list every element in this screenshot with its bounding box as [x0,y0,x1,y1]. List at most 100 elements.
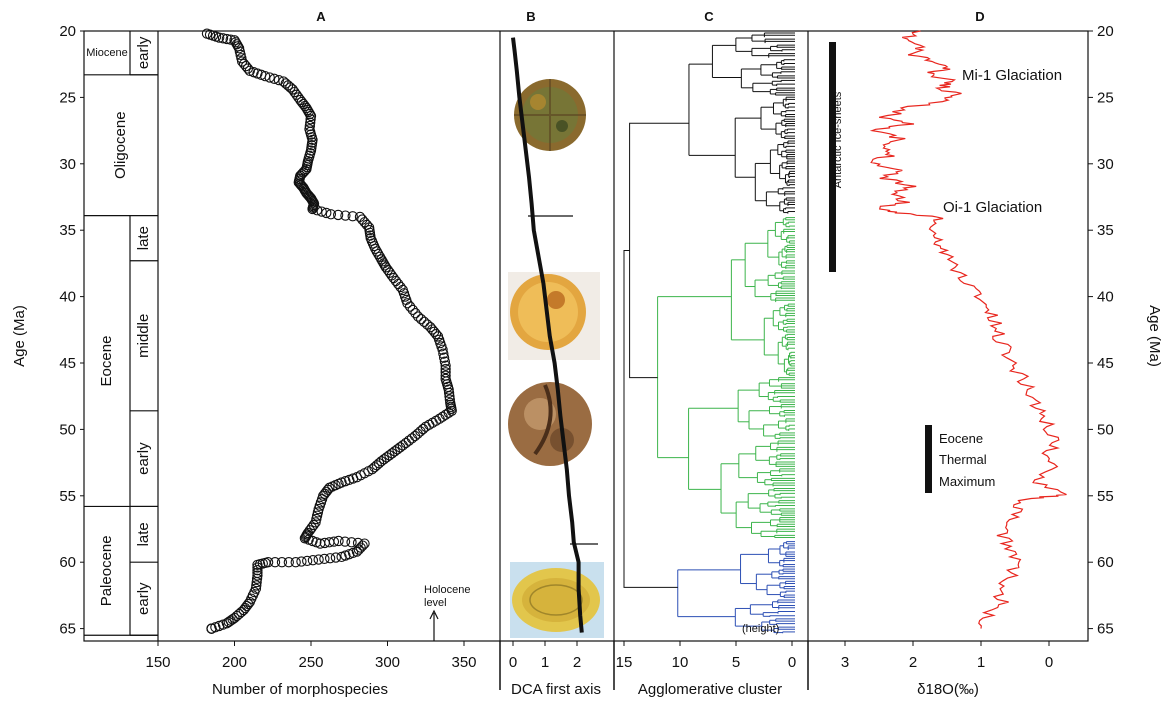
morphospecies-point [430,328,442,340]
left-age-tick-label: 20 [59,23,76,40]
morphospecies-point [251,580,262,591]
right-age-tick-label: 60 [1097,554,1114,571]
right-age-tick-label: 45 [1097,355,1114,372]
dendrogram-root-link [629,122,689,379]
morphospecies-point [289,86,300,98]
morphospecies-point [333,535,344,547]
dendrogram-root-link [623,249,678,588]
subepoch-label: early [135,36,152,69]
morphospecies-point [252,565,263,576]
subepoch-label: late [135,226,152,250]
right-age-tick-label: 30 [1097,156,1114,173]
morphospecies-point [440,360,451,371]
eocene-thermal-maximum-bar [925,425,932,493]
morphospecies-point [214,32,225,43]
d18o-series-line [869,30,1067,629]
morphospecies-point [316,206,327,217]
pollen-images [508,79,604,638]
morphospecies-point [437,344,448,355]
pollen-image-3 [508,382,592,466]
morphospecies-point [313,554,324,565]
panel-letter-a: A [316,9,326,24]
epoch-label: Miocene [86,47,128,59]
morphospecies-point [438,352,450,363]
morphospecies-point [380,262,392,273]
morphospecies-point [371,246,382,257]
mi1-glaciation-label: Mi-1 Glaciation [962,67,1062,84]
subepoch-label: late [135,522,152,546]
morphospecies-point [430,415,442,426]
morphospecies-point [439,356,451,367]
morphospecies-point [307,555,319,566]
morphospecies-point [443,387,455,399]
panel-b-tick-label: 0 [509,654,517,671]
morphospecies-point [440,363,451,375]
morphospecies-point [287,84,298,95]
morphospecies-point [381,452,392,463]
left-age-tick-label: 50 [59,421,76,438]
left-age-tick-label: 25 [59,89,76,106]
morphospecies-point [264,72,275,83]
morphospecies-point [336,551,347,563]
panel-b-x-axis: 0 1 2 [509,641,581,671]
morphospecies-point [416,314,427,325]
left-age-tick-label: 40 [59,289,76,306]
morphospecies-point [394,442,406,453]
morphospecies-point [276,557,288,568]
panel-c-dendrogram [623,32,795,634]
left-age-tick-label: 30 [59,156,76,173]
epoch-label: Oligocene [112,111,129,179]
panel-b-tick-label: 2 [573,654,581,671]
plot-frame [83,30,1089,642]
morphospecies-point [310,517,321,528]
morphospecies-point [355,542,366,553]
left-age-tick-label: 60 [59,554,76,571]
panel-a-x-axis: 150 200 250 300 350 [145,641,477,671]
morphospecies-point [324,553,336,564]
morphospecies-point [206,623,217,634]
morphospecies-point [427,417,438,428]
etm-label-line-2: Thermal [939,452,987,467]
morphospecies-point [291,89,302,100]
panel-a-morphospecies-scatter [201,28,457,634]
panel-b-x-title: DCA first axis [511,681,601,698]
morphospecies-point [424,419,435,430]
morphospecies-point [419,316,430,327]
morphospecies-point [283,557,294,568]
morphospecies-point [325,209,337,220]
morphospecies-point [304,108,316,120]
morphospecies-point [407,304,418,316]
morphospecies-point [259,71,271,82]
epoch-label: Eocene [98,336,115,387]
panel-c-tick-label: 15 [616,654,633,671]
panel-a-tick-label: 300 [375,654,400,671]
morphospecies-point [308,519,319,531]
pollen-image-1 [514,79,586,151]
morphospecies-point [382,264,394,276]
morphospecies-point [357,540,368,551]
panel-d-tick-label: 1 [977,654,985,671]
geologic-timescale: Miocene early Oligocene Eocene late middle ear… [84,31,159,641]
morphospecies-point [221,33,232,45]
morphospecies-point [404,301,416,312]
right-age-tick-label: 65 [1097,621,1114,638]
morphospecies-point [307,195,318,207]
morphospecies-point [412,311,424,322]
morphospecies-point [319,553,330,565]
panel-letter-b: B [526,9,535,24]
morphospecies-point [438,348,449,359]
morphospecies-point [311,205,323,216]
morphospecies-point [223,616,234,628]
morphospecies-point [393,278,404,290]
pollen-image-4 [510,562,604,638]
panel-a-tick-label: 150 [145,654,170,671]
morphospecies-point [217,33,229,44]
morphospecies-point [395,281,406,293]
morphospecies-point [392,444,403,455]
holocene-label-line-2: level [424,597,447,609]
subepoch-label: middle [135,314,152,358]
panel-b-tick-label: 1 [541,654,549,671]
left-age-axis-title: Age (Ma) [11,305,28,367]
morphospecies-point [302,555,313,567]
